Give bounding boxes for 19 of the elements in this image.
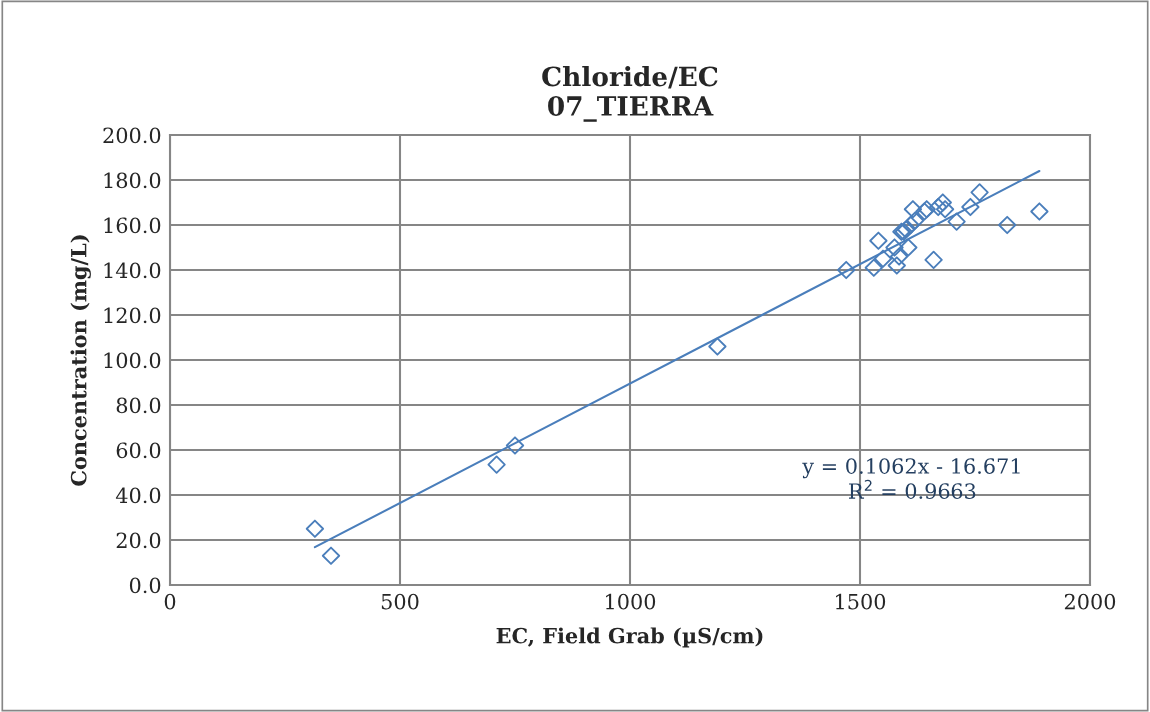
y-tick-label: 120.0 xyxy=(104,307,161,324)
y-tick-label: 80.0 xyxy=(116,397,161,414)
y-tick-label: 160.0 xyxy=(104,217,161,234)
y-tick-label: 40.0 xyxy=(115,487,161,504)
x-tick-label: 1000 xyxy=(606,593,656,610)
chart-title: Chloride/EC 07_TIERRA xyxy=(542,65,718,122)
y-axis-title: Concentration (mg/L) xyxy=(70,235,91,486)
x-tick-label: 500 xyxy=(381,593,419,610)
y-tick-label: 0.0 xyxy=(129,577,161,594)
x-tick-label: 2000 xyxy=(1064,593,1116,610)
x-tick-label: 0 xyxy=(164,593,176,610)
x-tick-label: 1500 xyxy=(836,593,886,610)
y-tick-label: 20.0 xyxy=(116,532,161,549)
y-tick-label: 140.0 xyxy=(104,262,161,279)
x-axis-title: EC, Field Grab (µS/cm) xyxy=(496,627,763,648)
y-tick-label: 180.0 xyxy=(104,172,161,189)
y-tick-label: 100.0 xyxy=(104,352,161,369)
y-tick-label: 60.0 xyxy=(116,442,161,459)
y-tick-label: 200.0 xyxy=(103,127,161,144)
